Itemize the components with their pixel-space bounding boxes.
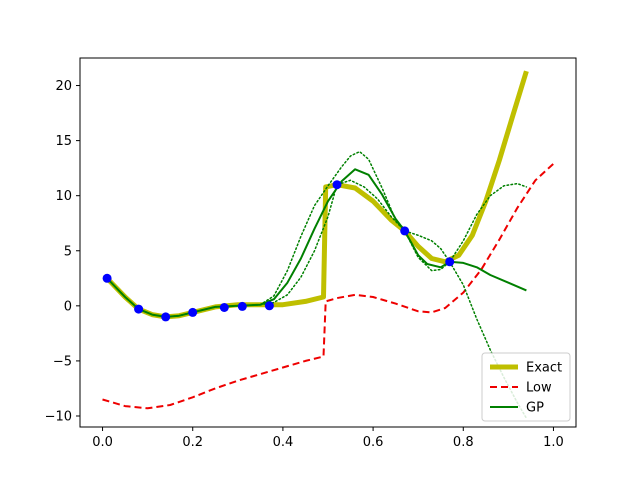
data-point (161, 312, 171, 322)
y-tick-label: 10 (55, 189, 72, 204)
data-point (188, 307, 198, 317)
x-axis: 0.0 0.2 0.4 0.6 0.8 1.0 (92, 427, 564, 450)
points-layer (102, 180, 455, 322)
x-tick-label: 0.4 (273, 435, 294, 450)
data-point (332, 180, 342, 190)
x-tick-label: 1.0 (543, 435, 564, 450)
y-tick-label: 0 (64, 299, 72, 314)
data-point (264, 301, 274, 311)
y-tick-label: 20 (55, 79, 72, 94)
data-point (400, 226, 410, 236)
legend-label-gp: GP (526, 401, 544, 416)
data-point (237, 301, 247, 311)
series-low-line (102, 162, 555, 410)
x-tick-label: 0.0 (92, 435, 113, 450)
x-tick-label: 0.6 (363, 435, 384, 450)
y-tick-label: 15 (55, 134, 72, 149)
y-tick-label: −10 (45, 409, 72, 424)
plot-frame (79, 57, 577, 428)
data-point (102, 273, 112, 283)
y-axis: −10 −5 0 5 10 15 20 (45, 79, 80, 424)
x-tick-label: 0.8 (453, 435, 474, 450)
data-point (445, 257, 455, 267)
legend-box (481, 352, 571, 422)
data-point (219, 303, 229, 312)
legend-label-exact: Exact (526, 361, 562, 376)
data-point (134, 304, 144, 314)
x-tick-label: 0.2 (182, 435, 203, 450)
y-tick-label: −5 (53, 354, 72, 369)
legend-label-low: Low (526, 381, 552, 396)
y-tick-label: 5 (64, 244, 72, 259)
legend: Exact Low GP (481, 352, 571, 422)
